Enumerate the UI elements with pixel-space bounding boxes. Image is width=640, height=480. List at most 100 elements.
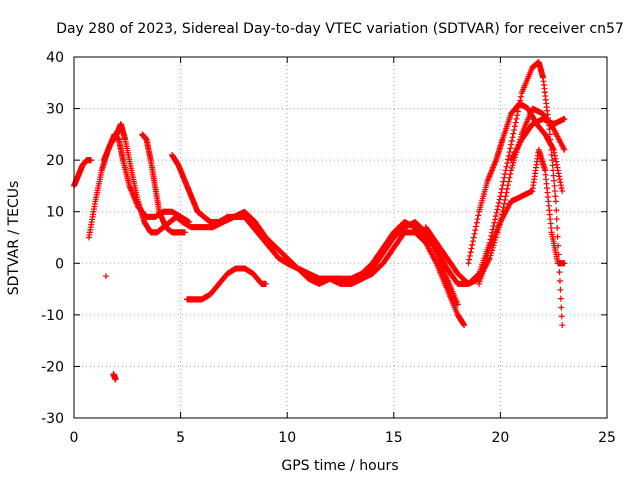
data-point-fill <box>501 200 508 207</box>
data-point-fill <box>553 207 560 214</box>
data-point-fill <box>556 173 563 180</box>
data-point-fill <box>504 185 511 192</box>
data-point-fill <box>557 295 564 302</box>
data-point-fill <box>553 158 560 165</box>
data-point-fill <box>468 245 475 252</box>
data-point <box>262 280 269 287</box>
data-point-fill <box>507 171 514 178</box>
data-point-fill <box>499 182 506 189</box>
data-point-fill <box>554 233 561 240</box>
y-tick-label: 30 <box>46 102 64 118</box>
data-point-fill <box>551 188 558 195</box>
data-point <box>181 229 188 236</box>
data-point-fill <box>509 134 516 141</box>
data-point-fill <box>511 126 518 133</box>
data-point-fill <box>470 234 477 241</box>
y-tick-label: 40 <box>46 50 64 66</box>
x-tick-label: 5 <box>176 430 185 446</box>
data-point-fill <box>493 209 500 216</box>
data-point-fill <box>553 161 560 168</box>
axis-ticks <box>73 56 608 419</box>
data-point-fill <box>552 155 559 162</box>
data-point-fill <box>558 185 565 192</box>
data-point <box>561 260 568 267</box>
x-tick-label: 0 <box>70 430 79 446</box>
data-point-fill <box>556 176 563 183</box>
data-point-fill <box>510 130 517 137</box>
data-point-fill <box>556 269 563 276</box>
data-point-fill <box>501 196 508 203</box>
data-point-fill <box>551 149 558 156</box>
plot-frame <box>73 56 608 419</box>
data-point <box>552 198 559 205</box>
x-tick-label: 10 <box>278 430 296 446</box>
data-point-fill <box>508 137 515 144</box>
data-point-fill <box>491 219 498 226</box>
data-point <box>454 301 461 308</box>
data-point-fill <box>517 93 524 100</box>
data-point-fill <box>469 241 476 248</box>
y-tick-label: -20 <box>41 359 64 375</box>
data-point-fill <box>554 164 561 171</box>
data-point <box>561 115 568 122</box>
data-point <box>546 126 553 133</box>
data-point-fill <box>503 163 510 170</box>
y-tick-label: -30 <box>41 411 64 427</box>
data-point-fill <box>490 223 497 230</box>
x-tick-label: 20 <box>491 430 509 446</box>
data-point-fill <box>472 227 479 234</box>
data-point-fill <box>552 193 559 200</box>
data-point <box>559 322 566 329</box>
data-point-fill <box>514 112 521 119</box>
data-points <box>71 59 568 383</box>
data-point-fill <box>553 216 560 223</box>
data-point <box>561 146 568 153</box>
y-tick-label: -10 <box>41 308 64 324</box>
data-point-fill <box>495 199 502 206</box>
data-point <box>550 146 557 153</box>
data-point-fill <box>551 152 558 159</box>
x-tick-label: 25 <box>598 430 616 446</box>
data-point-fill <box>554 167 561 174</box>
data-point-fill <box>550 172 557 179</box>
data-point-fill <box>494 206 501 213</box>
data-point <box>508 141 515 148</box>
chart-title: Day 280 of 2023, Sidereal Day-to-day VTE… <box>56 21 624 37</box>
data-point <box>461 322 468 329</box>
data-point-fill <box>557 179 564 186</box>
data-point-fill <box>473 219 480 226</box>
data-point-fill <box>467 249 474 256</box>
data-point-fill <box>558 313 565 320</box>
data-point-fill <box>556 277 563 284</box>
data-point-fill <box>498 189 505 196</box>
data-point <box>465 260 472 267</box>
data-point-fill <box>549 157 556 164</box>
data-point-fill <box>498 185 505 192</box>
data-point-fill <box>473 223 480 230</box>
y-tick-label: 20 <box>46 153 64 169</box>
data-point-fill <box>469 238 476 245</box>
data-point-fill <box>471 230 478 237</box>
data-point-fill <box>506 149 513 156</box>
data-point <box>112 376 119 383</box>
data-point <box>88 157 95 164</box>
data-point-fill <box>466 252 473 259</box>
data-point-fill <box>507 145 514 152</box>
data-point <box>559 188 566 195</box>
data-point-fill <box>551 182 558 189</box>
y-tick-label: 10 <box>46 205 64 221</box>
data-point-fill <box>504 160 511 167</box>
data-point-fill <box>501 174 508 181</box>
data-point-fill <box>502 193 509 200</box>
data-point-fill <box>501 171 508 178</box>
data-point-fill <box>506 174 513 181</box>
data-point-fill <box>558 304 565 311</box>
data-point-fill <box>496 196 503 203</box>
data-point-fill <box>554 224 561 231</box>
data-point-fill <box>557 286 564 293</box>
data-point-fill <box>495 203 502 210</box>
y-axis-label: SDTVAR / TECUs <box>6 181 22 296</box>
data-point-fill <box>558 182 565 189</box>
data-point-fill <box>475 212 482 219</box>
